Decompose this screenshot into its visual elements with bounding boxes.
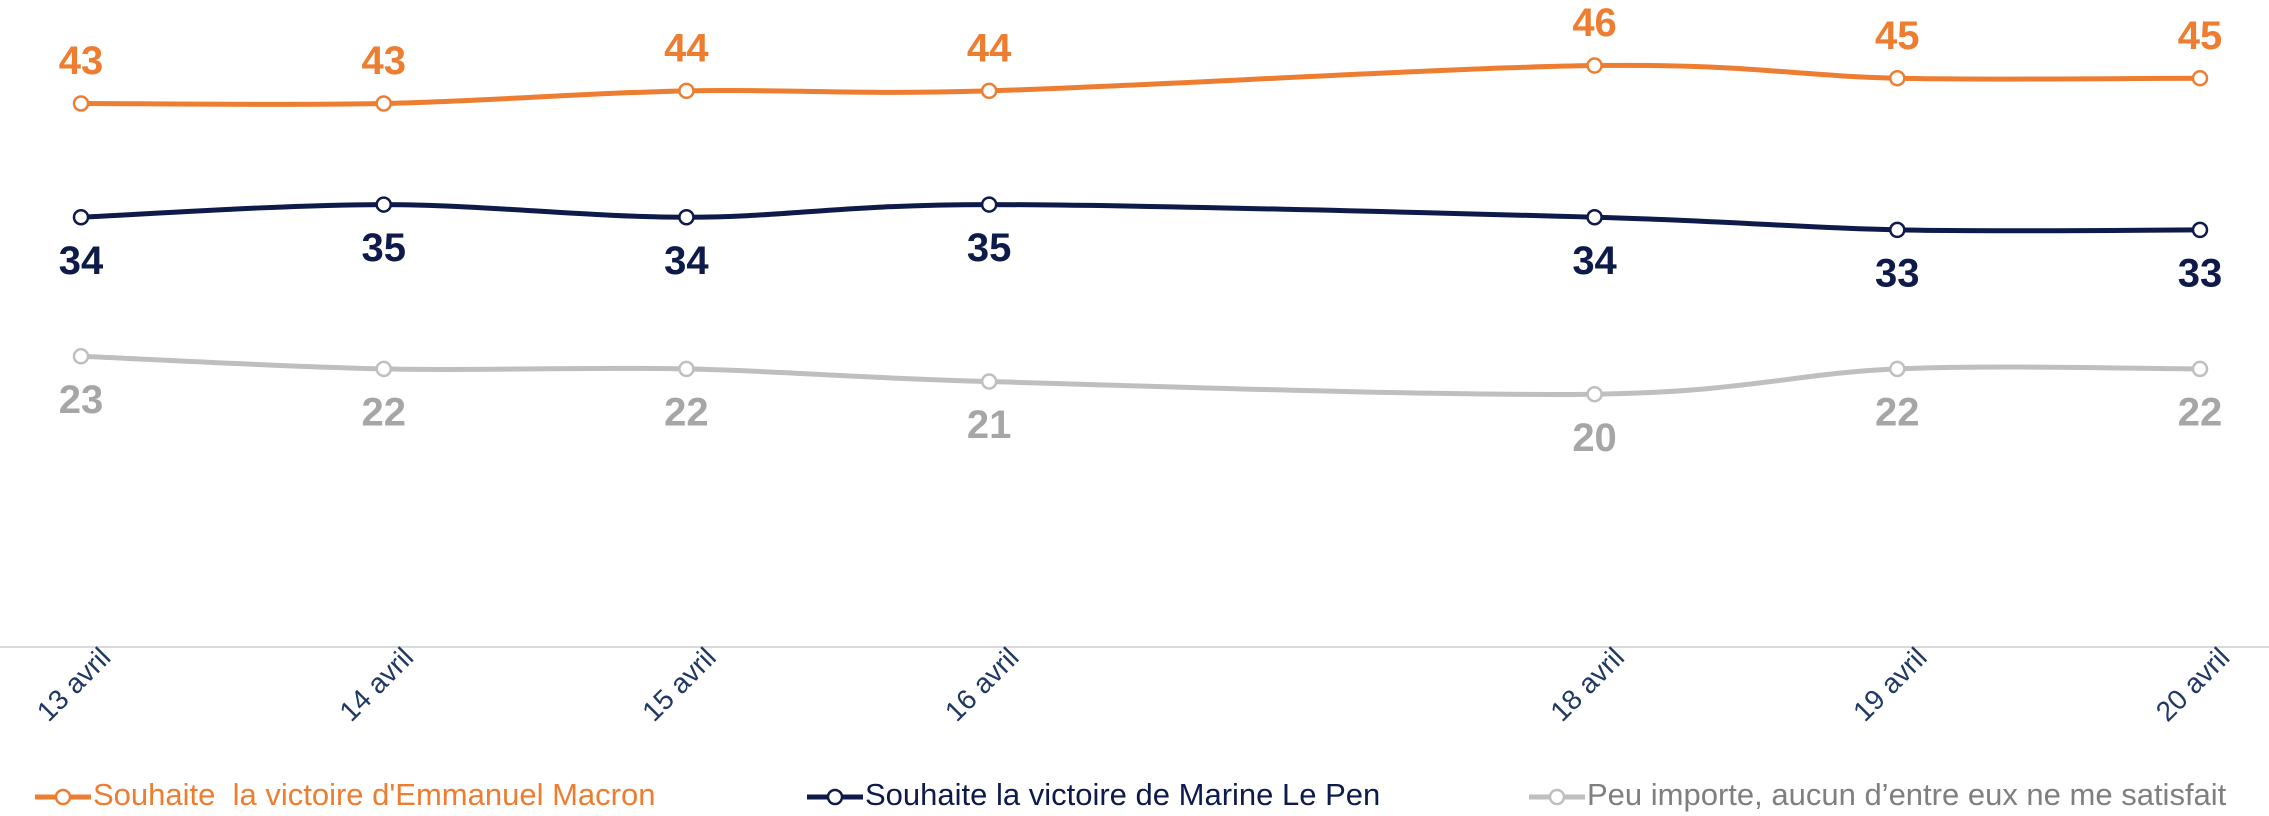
data-label: 34 [59, 239, 104, 283]
data-label: 33 [2178, 251, 2223, 295]
point [2191, 360, 2209, 378]
point [72, 208, 90, 226]
data-label: 43 [59, 39, 104, 83]
x-tick-label: 20 avril [2150, 641, 2236, 727]
data-label: 35 [361, 226, 406, 270]
legend-marker [54, 788, 72, 806]
point [1889, 69, 1906, 87]
series-line [80, 353, 2201, 397]
x-tick-label: 15 avril [636, 641, 722, 727]
data-label: 44 [664, 26, 709, 70]
point [375, 196, 392, 213]
point [678, 82, 695, 100]
data-label: 22 [2178, 390, 2223, 434]
point [2191, 69, 2209, 87]
data-label: 21 [967, 403, 1012, 447]
data-label: 34 [664, 239, 709, 283]
legend-label: Souhaite la victoire de Marine Le Pen [865, 777, 1380, 812]
x-tick-label: 16 avril [939, 641, 1025, 727]
point [72, 348, 90, 365]
point [1586, 385, 1603, 403]
point [1586, 57, 1603, 74]
data-label: 22 [1875, 390, 1920, 434]
point [678, 360, 695, 378]
data-label: 23 [59, 378, 104, 422]
data-label: 35 [967, 226, 1012, 270]
data-label: 45 [2178, 14, 2223, 58]
point [980, 196, 998, 213]
point [1889, 221, 1906, 239]
point [375, 95, 392, 112]
data-label: 45 [1875, 14, 1920, 58]
data-label: 20 [1572, 416, 1617, 460]
data-label: 34 [1572, 239, 1617, 283]
point [1889, 360, 1906, 378]
point [72, 95, 90, 112]
x-tick-label: 18 avril [1544, 641, 1630, 727]
data-label: 44 [967, 26, 1012, 70]
x-tick-label: 14 avril [333, 641, 419, 727]
data-label: 22 [664, 390, 709, 434]
point [1586, 208, 1603, 226]
point [678, 208, 695, 226]
x-tick-label: 13 avril [31, 641, 117, 727]
data-label: 46 [1572, 1, 1617, 45]
x-tick-label: 19 avril [1847, 641, 1933, 727]
point [375, 360, 392, 378]
legend-marker [826, 788, 844, 806]
data-label: 22 [361, 390, 406, 434]
data-label: 33 [1875, 251, 1920, 295]
legend-label: Peu importe, aucun d’entre eux ne me sat… [1587, 777, 2227, 812]
legend-label: Souhaite la victoire d'Emmanuel Macron [93, 777, 655, 812]
data-label: 43 [361, 39, 406, 83]
point [980, 82, 998, 100]
point [2191, 221, 2209, 239]
legend-marker [1548, 788, 1566, 806]
point [980, 373, 998, 390]
